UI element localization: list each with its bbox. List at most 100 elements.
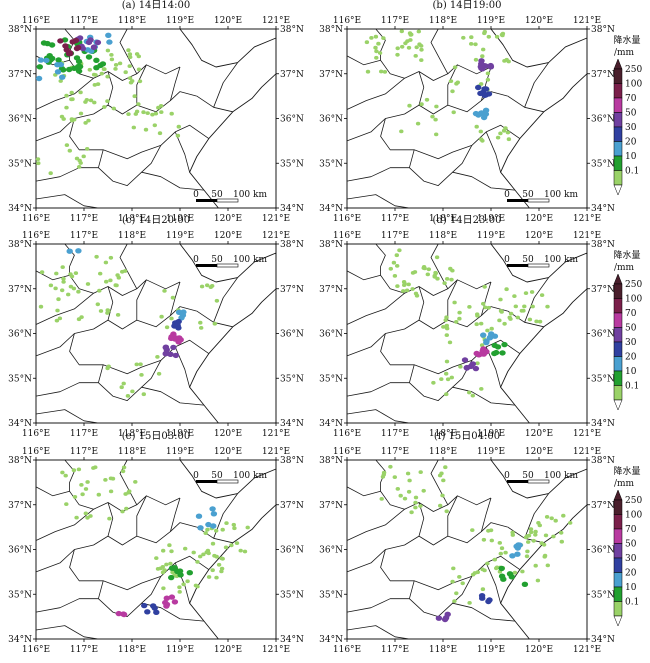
province-boundary [452, 145, 473, 173]
station-dot [134, 362, 139, 367]
station-dot [469, 35, 474, 40]
station-dot [144, 609, 151, 615]
station-dot [494, 344, 502, 350]
lon-tick-label: 121°E [573, 231, 601, 241]
lon-tick-label: 120°E [525, 16, 553, 26]
station-dot [106, 39, 113, 45]
province-boundary [346, 409, 410, 424]
scale-bar-black [196, 264, 217, 267]
lat-tick-label: 36°N [280, 546, 304, 556]
scale-bar-black [196, 480, 217, 483]
legend-level-label: 50 [625, 324, 637, 334]
province-boundary [69, 333, 210, 375]
station-dot [395, 487, 400, 491]
station-dot [568, 521, 573, 525]
precipitation-legend: 降水量/mm 250 100 70 50 30 20 10 0.1 [613, 249, 642, 411]
station-dot [205, 283, 210, 288]
station-dot [527, 317, 533, 322]
boundary-lines [35, 28, 277, 209]
station-dot [124, 506, 129, 511]
station-dot [497, 541, 502, 545]
station-dot [377, 51, 383, 55]
station-dot [102, 67, 107, 72]
province-boundary [98, 364, 205, 406]
station-dot [530, 304, 535, 309]
precipitation-legend: 降水量/mm 250 100 70 50 30 20 10 0.1 [613, 465, 642, 627]
axis-labels: 116°E 116°E 117°E 117°E 118°E 118°E 119°E 119°E… [8, 231, 304, 439]
station-dot [454, 591, 459, 596]
station-dot [242, 549, 248, 554]
scale-bar-label: 100 km [544, 471, 578, 481]
province-boundary [35, 77, 94, 110]
legend-swatch [613, 68, 623, 84]
station-dot [452, 300, 457, 305]
station-dot [434, 132, 439, 137]
station-dot [444, 371, 449, 376]
station-dot [49, 55, 56, 62]
station-dot [444, 359, 450, 364]
province-boundary [213, 62, 238, 108]
station-dot [152, 123, 157, 128]
station-dot [379, 69, 384, 74]
station-dot [492, 557, 497, 562]
province-boundary [170, 281, 181, 316]
station-dot [544, 515, 550, 519]
station-dot [485, 77, 491, 82]
station-dot [127, 76, 133, 80]
station-dot [440, 493, 445, 498]
province-boundary [346, 194, 410, 209]
station-dot [449, 375, 454, 380]
scale-bar-white [527, 479, 550, 484]
station-dot [195, 584, 200, 589]
lat-tick-label: 35°N [280, 159, 304, 169]
station-dot [543, 533, 549, 538]
lon-tick-label: 118°E [118, 645, 146, 655]
station-dot [501, 341, 508, 348]
station-dot [180, 309, 187, 315]
legend-level-label: 100 [625, 80, 642, 90]
lon-tick-label: 118°E [118, 214, 146, 224]
station-dot [169, 549, 174, 554]
province-boundary [119, 28, 138, 74]
scale-bar-label: 100 km [233, 190, 267, 200]
lat-tick-label: 38°N [8, 456, 32, 466]
station-dot [164, 325, 170, 330]
lat-tick-label: 38°N [591, 240, 615, 250]
station-dot [210, 511, 218, 517]
legend-level-label: 70 [625, 309, 637, 319]
station-dot [108, 489, 114, 494]
station-dot [421, 488, 426, 493]
lon-tick-label: 117°E [381, 447, 409, 457]
station-dot [69, 97, 74, 102]
lon-tick-label: 117°E [70, 447, 98, 457]
station-dot [424, 97, 430, 102]
map-frame [346, 459, 588, 640]
station-dot [431, 380, 436, 385]
station-dot [48, 42, 56, 48]
station-dot [141, 110, 146, 115]
station-dot [94, 39, 102, 46]
station-dot [403, 41, 408, 46]
station-dot [85, 54, 93, 60]
station-dot [60, 67, 67, 73]
legend-max-arrow [613, 489, 623, 501]
lat-tick-label: 38°N [280, 240, 304, 250]
station-dot [95, 82, 101, 86]
station-dot [219, 569, 224, 574]
station-dot [499, 546, 505, 551]
station-dot [120, 469, 126, 474]
coastline [179, 459, 277, 640]
station-dot [83, 511, 89, 516]
station-dot [131, 125, 136, 130]
scale-bar-label: 50 [211, 471, 223, 481]
station-dot [508, 574, 515, 580]
lat-tick-label: 35°N [319, 374, 343, 384]
station-dot [381, 36, 386, 40]
station-dot [69, 39, 76, 45]
station-dot [195, 513, 203, 519]
province-boundary [409, 580, 516, 622]
province-boundary [98, 149, 205, 191]
lat-tick-label: 37°N [8, 501, 32, 511]
station-dot [108, 278, 113, 283]
station-dot [119, 385, 124, 390]
